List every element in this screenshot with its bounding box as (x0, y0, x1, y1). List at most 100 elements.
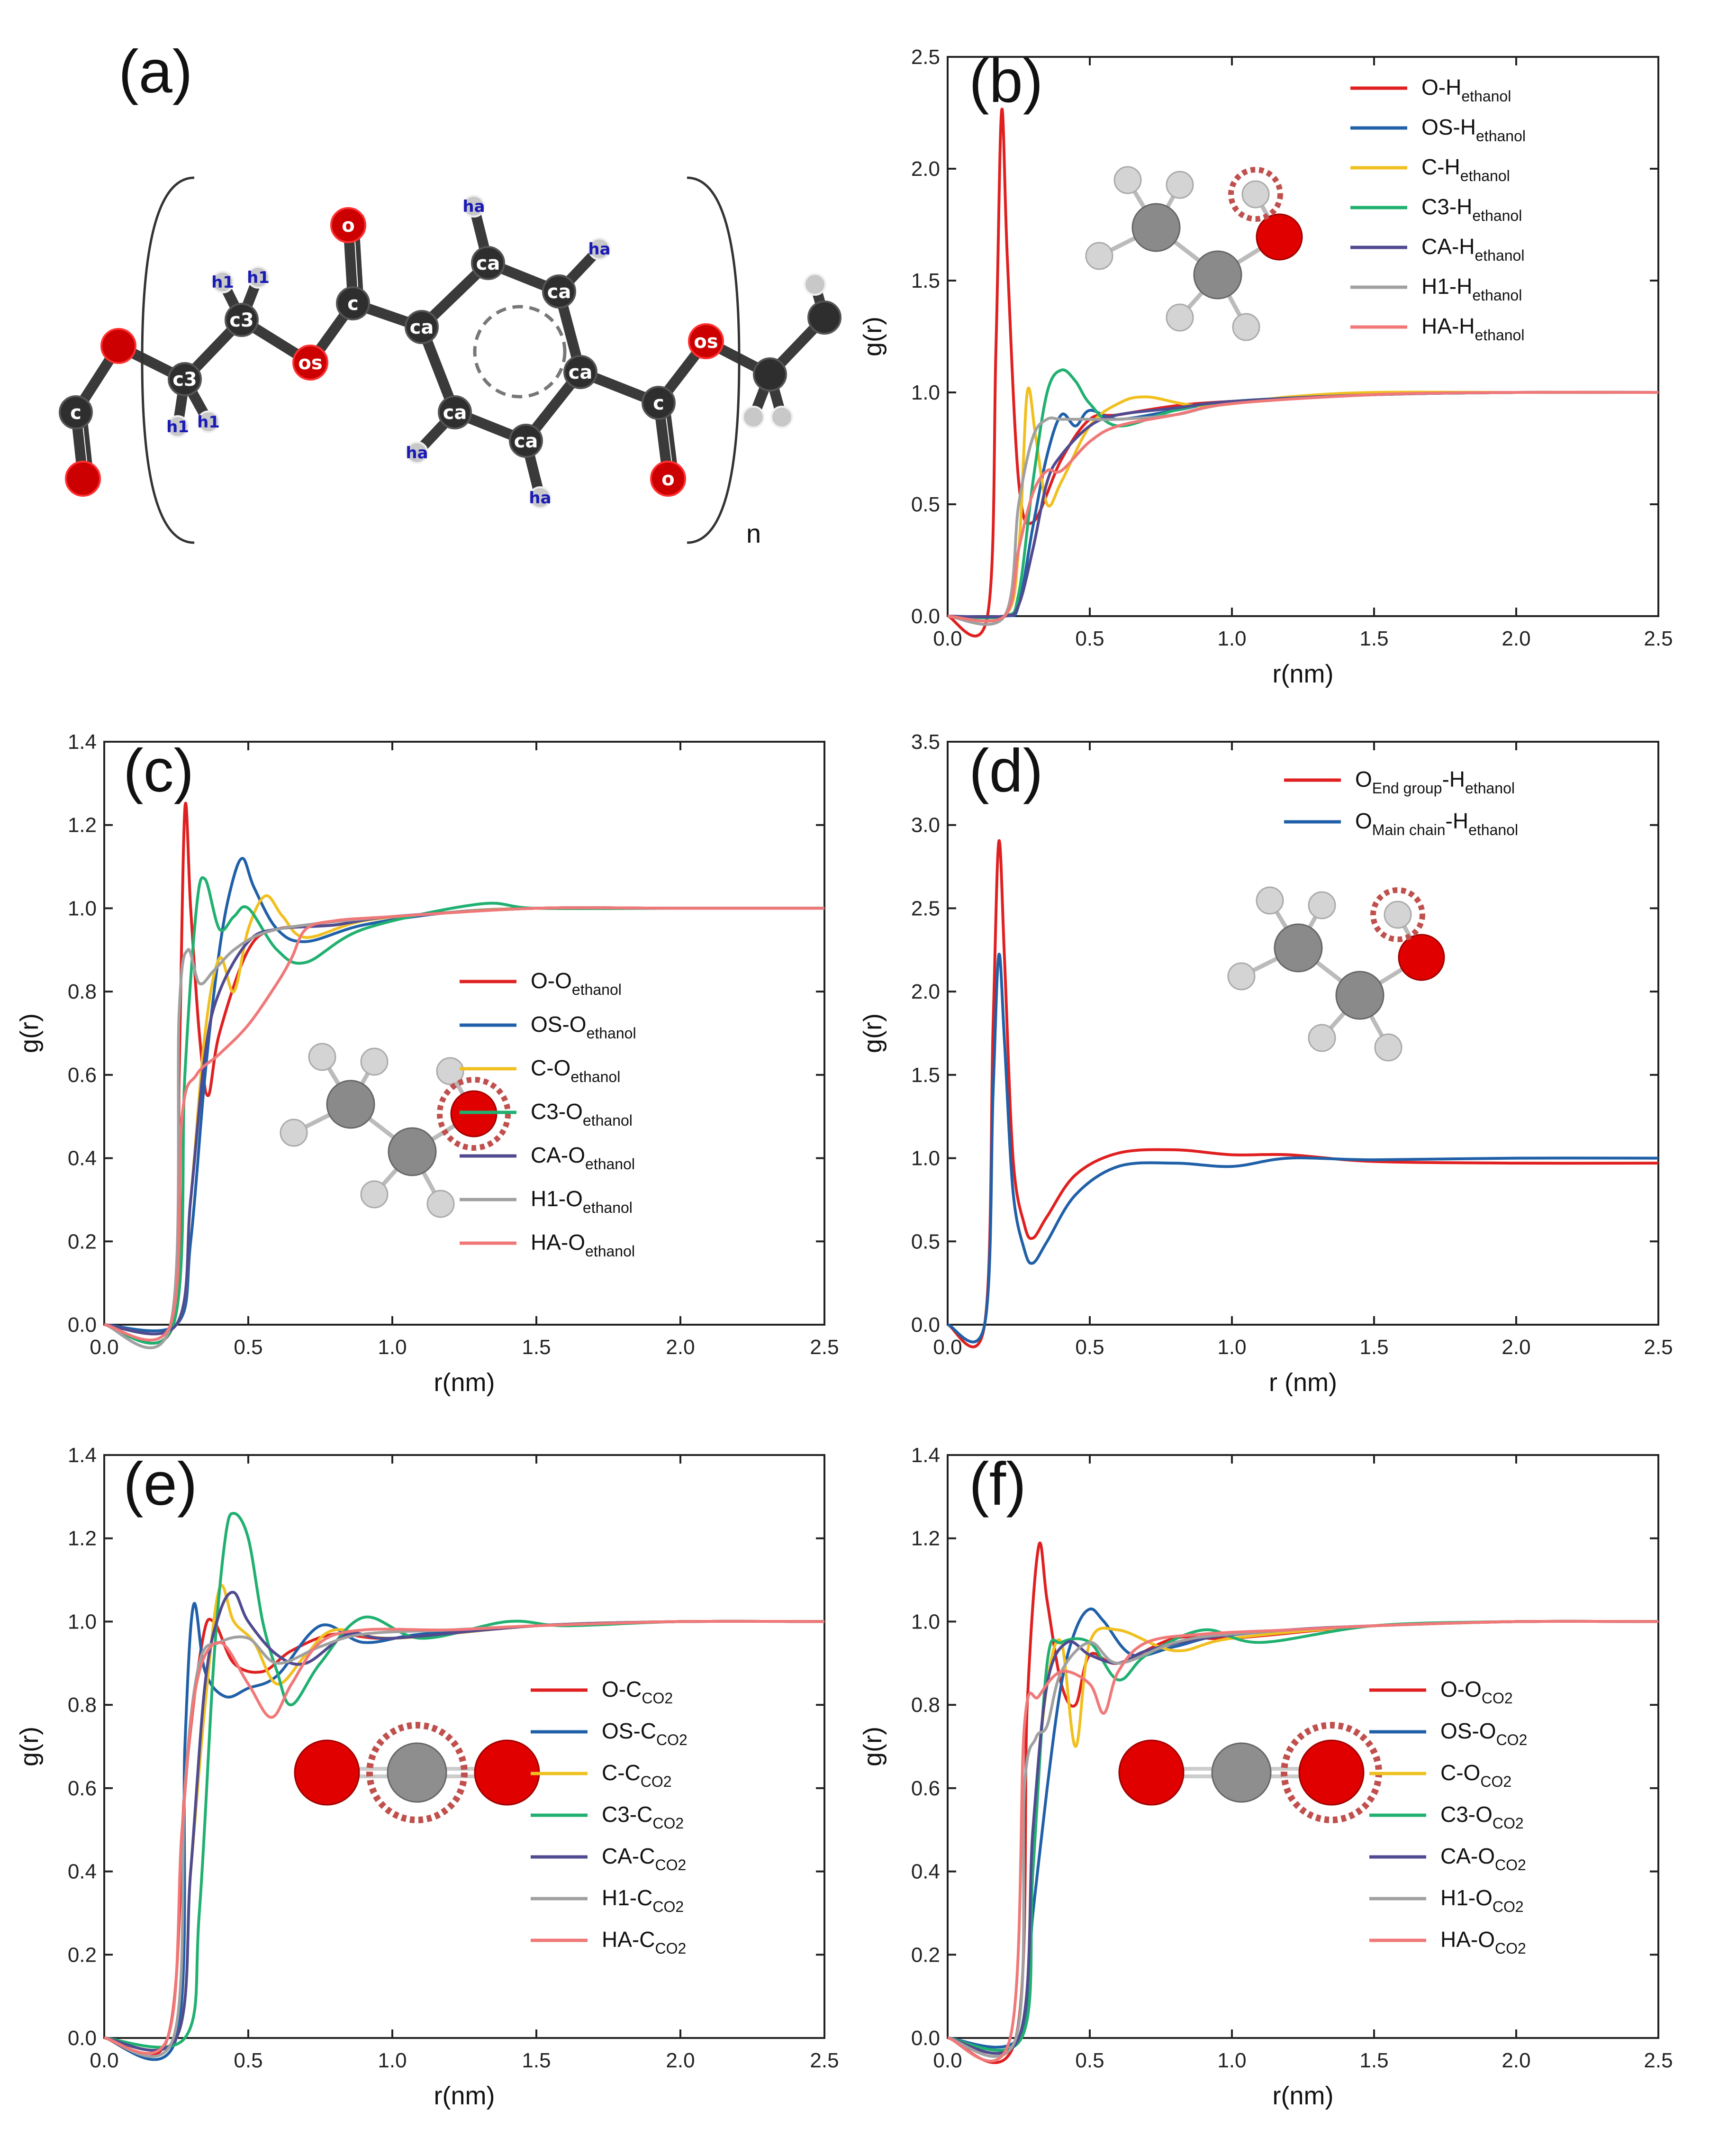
x-tick-label: 1.0 (378, 1336, 407, 1359)
y-tick-label: 1.4 (68, 1444, 97, 1467)
series-line (947, 368, 1659, 619)
x-tick-label: 2.5 (1644, 1336, 1673, 1359)
legend-entry: C-Oethanol (531, 1055, 620, 1085)
x-tick-label: 2.0 (1502, 2049, 1530, 2072)
atom-label-c: c (653, 392, 664, 414)
carbon-atom (1131, 203, 1181, 252)
y-tick-label: 1.0 (68, 897, 97, 920)
atom-dark (807, 300, 841, 335)
y-tick-label: 0.0 (68, 2027, 97, 2050)
y-tick-label: 0.4 (68, 1860, 97, 1883)
atom-h (211, 271, 234, 293)
chart-c: 0.0 0.5 1.0 1.5 2.0 2.5 0.0 0.2 0.4 0.6 0.8 1.0 1.2 1… (15, 730, 839, 1397)
molecule-atoms: c c3 c3 os c ca ca ca ca ca ca c os o o h1 h1 h1 h1 ha ha ha h… (59, 195, 841, 509)
y-axis-label: g(r) (15, 1727, 44, 1766)
y-tick-label: 1.2 (911, 1527, 940, 1550)
y-axis-label: g(r) (15, 1013, 44, 1053)
atom-dark (642, 386, 676, 420)
atom-label-ha: ha (588, 240, 610, 259)
carbon-atom (388, 1127, 437, 1176)
legend-entry: CA-Oethanol (531, 1143, 635, 1173)
series-line (947, 1619, 1659, 2052)
oxygen-atom (1118, 1739, 1185, 1806)
y-tick-label: 0.6 (68, 1064, 97, 1087)
y-axis-label: g(r) (859, 1013, 887, 1053)
chart-d: 0.0 0.5 1.0 1.5 2.0 2.5 0.0 0.5 1.0 1.5 2.0 2.5 3.0 3… (859, 730, 1673, 1397)
legend-entry: HA-CCO2 (602, 1927, 686, 1957)
hydrogen-atom (426, 1190, 455, 1218)
right-bracket (687, 176, 741, 544)
atom-red (650, 461, 686, 497)
atom-h (166, 415, 189, 438)
legend-entry: OS-Oethanol (531, 1012, 636, 1042)
oxygen-atom (1398, 934, 1445, 981)
atom-label-h1: h1 (211, 273, 234, 292)
y-tick-label: 0.8 (911, 1693, 940, 1717)
aromatic-ring (473, 305, 567, 399)
co2-molecule (1118, 1722, 1382, 1823)
series-line (947, 391, 1659, 623)
panel-label: (e) (123, 1450, 197, 1518)
hydrogen-atom (1232, 313, 1260, 341)
legend-entry: CA-Hethanol (1421, 234, 1524, 264)
hydrogen-atom (1113, 166, 1142, 194)
legend-entry: H1-OCO2 (1440, 1885, 1524, 1915)
y-tick-label: 0.4 (68, 1147, 97, 1170)
atom-dark (438, 395, 472, 429)
y-tick-label: 1.2 (68, 814, 97, 837)
hydrogen-atom (1308, 1024, 1336, 1052)
series-line (947, 953, 1659, 1344)
atom-label-ca: ca (410, 317, 434, 338)
y-tick-label: 0.0 (911, 2027, 940, 2050)
atom-h (742, 406, 765, 428)
legend-entry: C-Hethanol (1421, 155, 1510, 184)
legend-entry: C-OCO2 (1440, 1760, 1511, 1790)
legend-entry: C3-CCO2 (602, 1802, 684, 1832)
hydrogen-atom (1241, 180, 1270, 209)
y-tick-label: 1.4 (68, 730, 97, 754)
x-tick-label: 1.5 (522, 2049, 551, 2072)
y-tick-label: 0.6 (911, 1777, 940, 1800)
oxygen-atom (1256, 213, 1303, 261)
atom-dark (471, 246, 505, 280)
hydrogen-atom (1166, 171, 1194, 199)
atom-label-h1: h1 (197, 413, 220, 432)
carbon-atom (1193, 250, 1242, 300)
hydrogen-atom (280, 1119, 308, 1147)
carbon-atom (387, 1742, 447, 1803)
x-axis-label: r(nm) (434, 1368, 495, 1397)
atom-label-ca: ca (443, 402, 467, 424)
x-tick-label: 2.0 (666, 2049, 695, 2072)
y-tick-label: 3.0 (911, 814, 940, 837)
atom-h (462, 195, 485, 218)
x-tick-label: 1.5 (522, 1336, 551, 1359)
x-tick-label: 0.0 (933, 2049, 962, 2072)
y-tick-label: 0.0 (911, 1313, 940, 1337)
series-line (947, 391, 1659, 619)
left-bracket (141, 176, 195, 544)
hydrogen-atom (308, 1043, 336, 1071)
hydrogen-atom (436, 1057, 464, 1085)
series-line (104, 1583, 825, 2052)
y-tick-label: 2.0 (911, 157, 940, 181)
x-tick-label: 1.0 (378, 2049, 407, 2072)
y-tick-label: 0.6 (68, 1777, 97, 1800)
y-tick-label: 0.0 (911, 605, 940, 628)
ethanol-molecule (1227, 886, 1445, 1062)
atom-red (292, 345, 328, 381)
carbon-atom (326, 1080, 375, 1129)
legend-entry: HA-Oethanol (531, 1230, 635, 1260)
plot-frame (103, 741, 825, 1326)
atom-label-c: c (70, 402, 81, 424)
legend-entry: O-Hethanol (1421, 75, 1511, 105)
atom-label-ca: ca (476, 253, 500, 274)
x-tick-label: 2.0 (1502, 1336, 1530, 1359)
series-line (947, 1619, 1659, 2055)
legend-entry: O-CCO2 (602, 1677, 673, 1707)
y-tick-label: 0.8 (68, 980, 97, 1003)
atom-label-os: os (694, 331, 718, 353)
legend-entry: CA-OCO2 (1440, 1844, 1526, 1874)
legend-entry: H1-Hethanol (1421, 274, 1522, 304)
series-line (947, 1619, 1659, 2058)
x-tick-label: 2.5 (1644, 2049, 1673, 2072)
